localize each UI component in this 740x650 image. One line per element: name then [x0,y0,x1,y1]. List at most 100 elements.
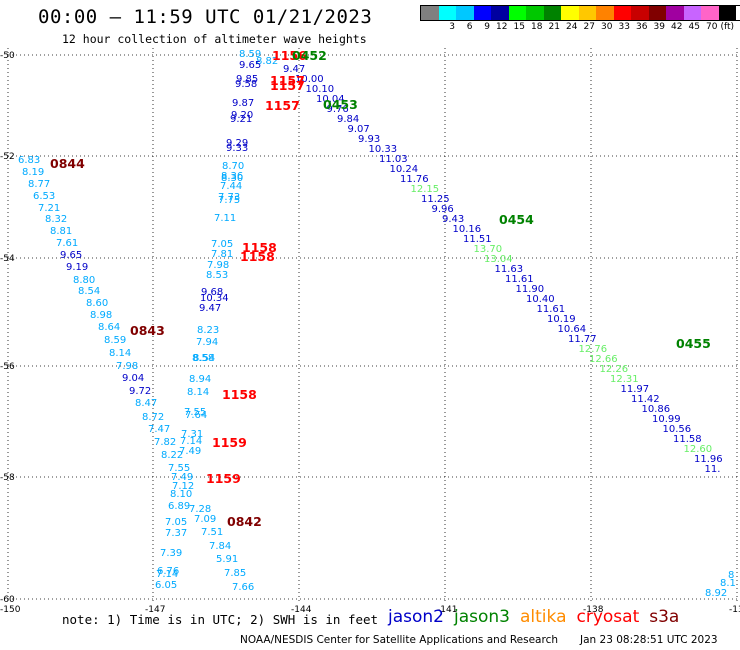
y-tick-label: -60 [0,595,15,605]
wave-value: 11.96 [694,454,723,465]
wave-value: 7.51 [201,527,223,538]
wave-value: 10.00 [295,74,324,85]
wave-value: 7.12 [172,481,194,492]
legend-swatch [578,6,596,20]
wave-value: 7.66 [232,582,254,593]
legend-swatch [491,6,509,20]
wave-value: 7.14 [180,436,202,447]
y-tick-label: -50 [0,51,15,61]
wave-value: 12.66 [589,354,618,365]
wave-value: 7.47 [148,424,170,435]
wave-value: 8.60 [86,298,108,309]
satellite-label: s3a [649,607,680,627]
time-label: 1158 [222,387,257,402]
legend-swatch [456,6,474,20]
wave-value: 8.53 [206,270,228,281]
wave-value: 12.76 [579,344,608,355]
legend-label: 45 [688,22,700,32]
wave-value: 8.58 [192,353,214,364]
wave-value: 8.54 [78,286,100,297]
wave-value: 6.05 [155,580,177,591]
wave-value: 9.84 [337,114,359,125]
wave-value: 8.64 [98,322,120,333]
legend-swatches [420,5,740,21]
wave-value: 11.77 [568,334,597,345]
wave-value: 9.33 [226,143,248,154]
legend-label: 12 [496,22,508,32]
wave-value: 7.84 [209,541,231,552]
time-label: 1158 [242,240,277,255]
time-label: 1157 [270,73,305,88]
page-subtitle: 12 hour collection of altimeter wave hei… [62,32,367,46]
wave-value: 7.05 [165,517,187,528]
legend-label: 27 [583,22,595,32]
wave-value: 8.80 [73,275,95,286]
note-text: note: 1) Time is in UTC; 2) SWH is in fe… [62,612,379,627]
satellite-label: altika [520,607,567,627]
legend-label: 6 [466,22,473,32]
wave-value: 8.36 [221,171,243,182]
wave-value: 8.1 [720,578,736,589]
wave-value: 8.47 [135,398,157,409]
wave-value: 8.30 [221,173,243,184]
legend-swatch [526,6,544,20]
wave-value: 10.16 [453,224,482,235]
wave-value: 8.72 [142,412,164,423]
wave-value: 7.81 [211,249,233,260]
wave-value: 7.55 [184,407,206,418]
wave-value: 12.15 [411,184,440,195]
wave-value: 7.39 [160,548,182,559]
wave-value: 10.24 [390,164,419,175]
time-label: 0842 [227,514,262,529]
wave-value: 7.64 [185,410,207,421]
wave-value: 8 [728,570,734,581]
wave-value: 12.26 [600,364,629,375]
legend-label: 30 [601,22,613,32]
y-tick-label: -52 [0,152,15,162]
wave-value: 8.59 [239,49,261,60]
x-tick-label: -150 [0,605,21,615]
wave-value: 11.58 [673,434,702,445]
time-label: 1157 [265,98,300,113]
wave-value: 7.98 [116,361,138,372]
wave-value: 13.70 [474,244,503,255]
legend-label: 70 [706,22,718,32]
wave-value: 12.60 [684,444,713,455]
wave-value: 9.96 [432,204,454,215]
wave-value: 7.49 [171,472,193,483]
wave-value: 7.61 [56,238,78,249]
time-label: 0455 [676,336,711,351]
legend-swatch [631,6,649,20]
wave-value: 8.77 [28,179,50,190]
wave-value: 6.53 [33,191,55,202]
wave-value: 9.76 [327,104,349,115]
color-scale-legend: 3 6 9 12 15 18 21 24 27 30 33 36 39 42 45 70 (ft) [420,5,740,32]
wave-value: 8.23 [197,325,219,336]
legend-label: 36 [636,22,648,32]
wave-value: 7.98 [207,260,229,271]
legend-swatch [683,6,701,20]
legend-label: (ft) [720,22,735,32]
wave-value: 10.33 [369,144,398,155]
wave-value: 6.76 [157,566,179,577]
legend-label: 3 [449,22,455,32]
legend-swatch [508,6,526,20]
wave-value: 10.40 [526,294,555,305]
legend-swatch [648,6,666,20]
wave-value: 7.94 [196,337,218,348]
wave-value: 8.32 [45,214,67,225]
wave-value: 9.29 [226,138,248,149]
wave-value: 7.82 [154,437,176,448]
legend-label: 21 [548,22,560,32]
wave-value: 8.81 [50,226,72,237]
credit-text: NOAA/NESDIS Center for Satellite Applica… [240,634,558,646]
wave-value: 11.42 [631,394,660,405]
wave-value: 10.56 [663,424,692,435]
x-tick-label: -141 [437,605,457,615]
wave-value: 8.14 [187,387,209,398]
wave-value: 10.19 [547,314,576,325]
legend-swatch [543,6,561,20]
wave-value: 8.54 [193,353,215,364]
legend-swatch [473,6,491,20]
